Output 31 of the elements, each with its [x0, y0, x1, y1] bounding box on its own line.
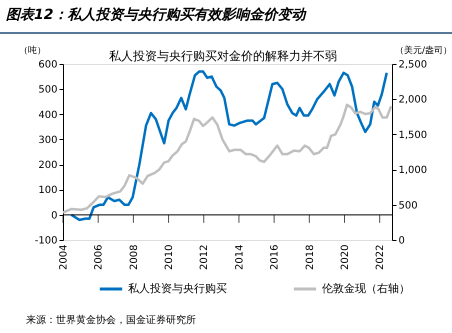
- y2-tick-label: 2,500: [398, 60, 428, 70]
- x-tick-label: 2022: [375, 244, 386, 270]
- y2-tick-label: 2,000: [398, 94, 428, 106]
- y2-tick-label: 1,500: [398, 130, 428, 141]
- y-tick-label: -100: [34, 236, 58, 246]
- x-tick-label: 2014: [234, 244, 246, 270]
- y-tick-label: 0: [51, 210, 58, 222]
- y-tick-label: 100: [38, 185, 58, 196]
- chart-subtitle: 私人投资与央行购买对金价的解释力并不弱: [109, 49, 337, 63]
- legend-label: 伦敦金现（右轴）: [322, 282, 410, 295]
- x-tick-label: 2010: [164, 244, 176, 270]
- y-tick-label: 300: [38, 134, 58, 146]
- x-tick-label: 2006: [94, 244, 105, 270]
- y2-tick-label: 0: [398, 236, 405, 246]
- y-tick-label: 200: [38, 160, 58, 172]
- legend-label: 私人投资与央行购买: [128, 282, 227, 295]
- y2-axis-title: （美元/盎司）: [394, 45, 452, 56]
- y2-tick-label: 500: [398, 200, 418, 212]
- x-tick-label: 2020: [340, 244, 351, 270]
- x-tick-label: 2016: [270, 244, 281, 270]
- x-tick-label: 2018: [304, 244, 316, 270]
- y-tick-label: 400: [38, 110, 58, 121]
- source-note: 来源：世界黄金协会，国金证券研究所: [26, 314, 196, 326]
- y-axis-title: （吨）: [19, 45, 46, 56]
- y-tick-label: 600: [38, 60, 58, 70]
- chart-title: 图表12：私人投资与央行购买有效影响金价变动: [6, 6, 308, 23]
- y-tick-label: 500: [38, 84, 58, 96]
- y2-tick-label: 1,000: [398, 165, 428, 176]
- x-tick-label: 2008: [128, 244, 140, 270]
- x-tick-label: 2012: [199, 244, 210, 270]
- x-tick-label: 2004: [58, 244, 70, 270]
